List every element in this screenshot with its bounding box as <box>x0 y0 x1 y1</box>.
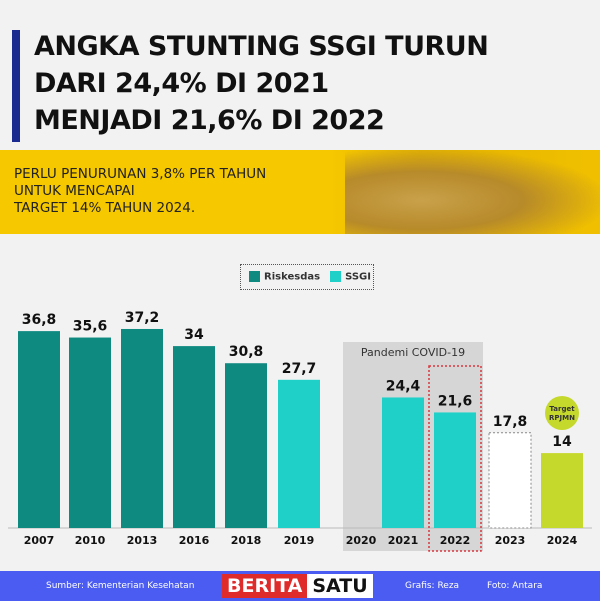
baby-photo <box>345 150 600 234</box>
title-line: MENJADI 21,6% DI 2022 <box>34 105 385 136</box>
target-badge <box>545 396 579 430</box>
bar-2024 <box>541 453 583 528</box>
tick-label-2021: 2021 <box>388 534 419 547</box>
bar-2013 <box>121 328 163 528</box>
value-label-2016: 34 <box>184 327 204 343</box>
legend: Riskesdas SSGI <box>240 264 374 290</box>
legend-item-ssgi: SSGI <box>330 271 371 283</box>
photo-credit: Foto: Antara <box>487 581 543 591</box>
tick-label-2013: 2013 <box>127 534 158 547</box>
subtitle-line: TARGET 14% TAHUN 2024. <box>14 200 196 216</box>
value-label-2024: 14 <box>552 434 572 450</box>
subtitle-line: UNTUK MENCAPAI <box>14 183 135 199</box>
bar-2019 <box>278 379 320 528</box>
tick-label-2022: 2022 <box>440 534 471 547</box>
target-badge-text: Target <box>549 405 575 413</box>
value-label-2013: 37,2 <box>125 310 160 326</box>
title-line: ANGKA STUNTING SSGI TURUN <box>34 31 489 62</box>
tick-label-2010: 2010 <box>75 534 106 547</box>
title-line: DARI 24,4% DI 2021 <box>34 68 329 99</box>
covid-label: Pandemi COVID-19 <box>361 346 465 359</box>
bar-2010 <box>69 337 111 528</box>
bar-2007 <box>18 331 60 528</box>
tick-label-2018: 2018 <box>231 534 262 547</box>
page-title: ANGKA STUNTING SSGI TURUN DARI 24,4% DI … <box>34 28 489 139</box>
value-label-2022: 21,6 <box>438 393 473 409</box>
bar-chart: Pandemi COVID-19 36,8 2007 35,6 2010 37,2 2013… <box>8 310 592 552</box>
bar-2021 <box>382 397 424 528</box>
value-label-2007: 36,8 <box>22 312 57 328</box>
legend-item-riskesdas: Riskesdas <box>249 271 320 283</box>
subtitle: PERLU PENURUNAN 3,8% PER TAHUN UNTUK MEN… <box>14 166 266 217</box>
value-label-2021: 24,4 <box>386 378 421 394</box>
bar-2023 <box>488 432 532 529</box>
title-accent <box>12 30 20 142</box>
value-label-2010: 35,6 <box>73 319 108 335</box>
bar-2022 <box>434 412 476 528</box>
footer: Sumber: Kementerian Kesehatan BERITA SATU… <box>0 571 600 601</box>
value-label-2019: 27,7 <box>282 361 317 377</box>
beritasatu-logo: BERITA SATU <box>222 574 373 598</box>
target-badge-text: RPJMN <box>549 414 575 422</box>
tick-label-2023: 2023 <box>495 534 526 547</box>
tick-label-2019: 2019 <box>284 534 315 547</box>
tick-label-2024: 2024 <box>547 534 578 547</box>
graphic-credit: Grafis: Reza <box>405 581 460 591</box>
value-label-2018: 30,8 <box>229 344 264 360</box>
source-text: Sumber: Kementerian Kesehatan <box>46 581 195 591</box>
bar-2016 <box>173 346 215 528</box>
tick-label-2007: 2007 <box>24 534 55 547</box>
highlight-box <box>428 365 482 552</box>
tick-label-2020: 2020 <box>346 534 377 547</box>
bar-2018 <box>225 363 267 528</box>
subtitle-line: PERLU PENURUNAN 3,8% PER TAHUN <box>14 166 267 182</box>
tick-label-2016: 2016 <box>179 534 210 547</box>
value-label-2023: 17,8 <box>493 414 528 430</box>
